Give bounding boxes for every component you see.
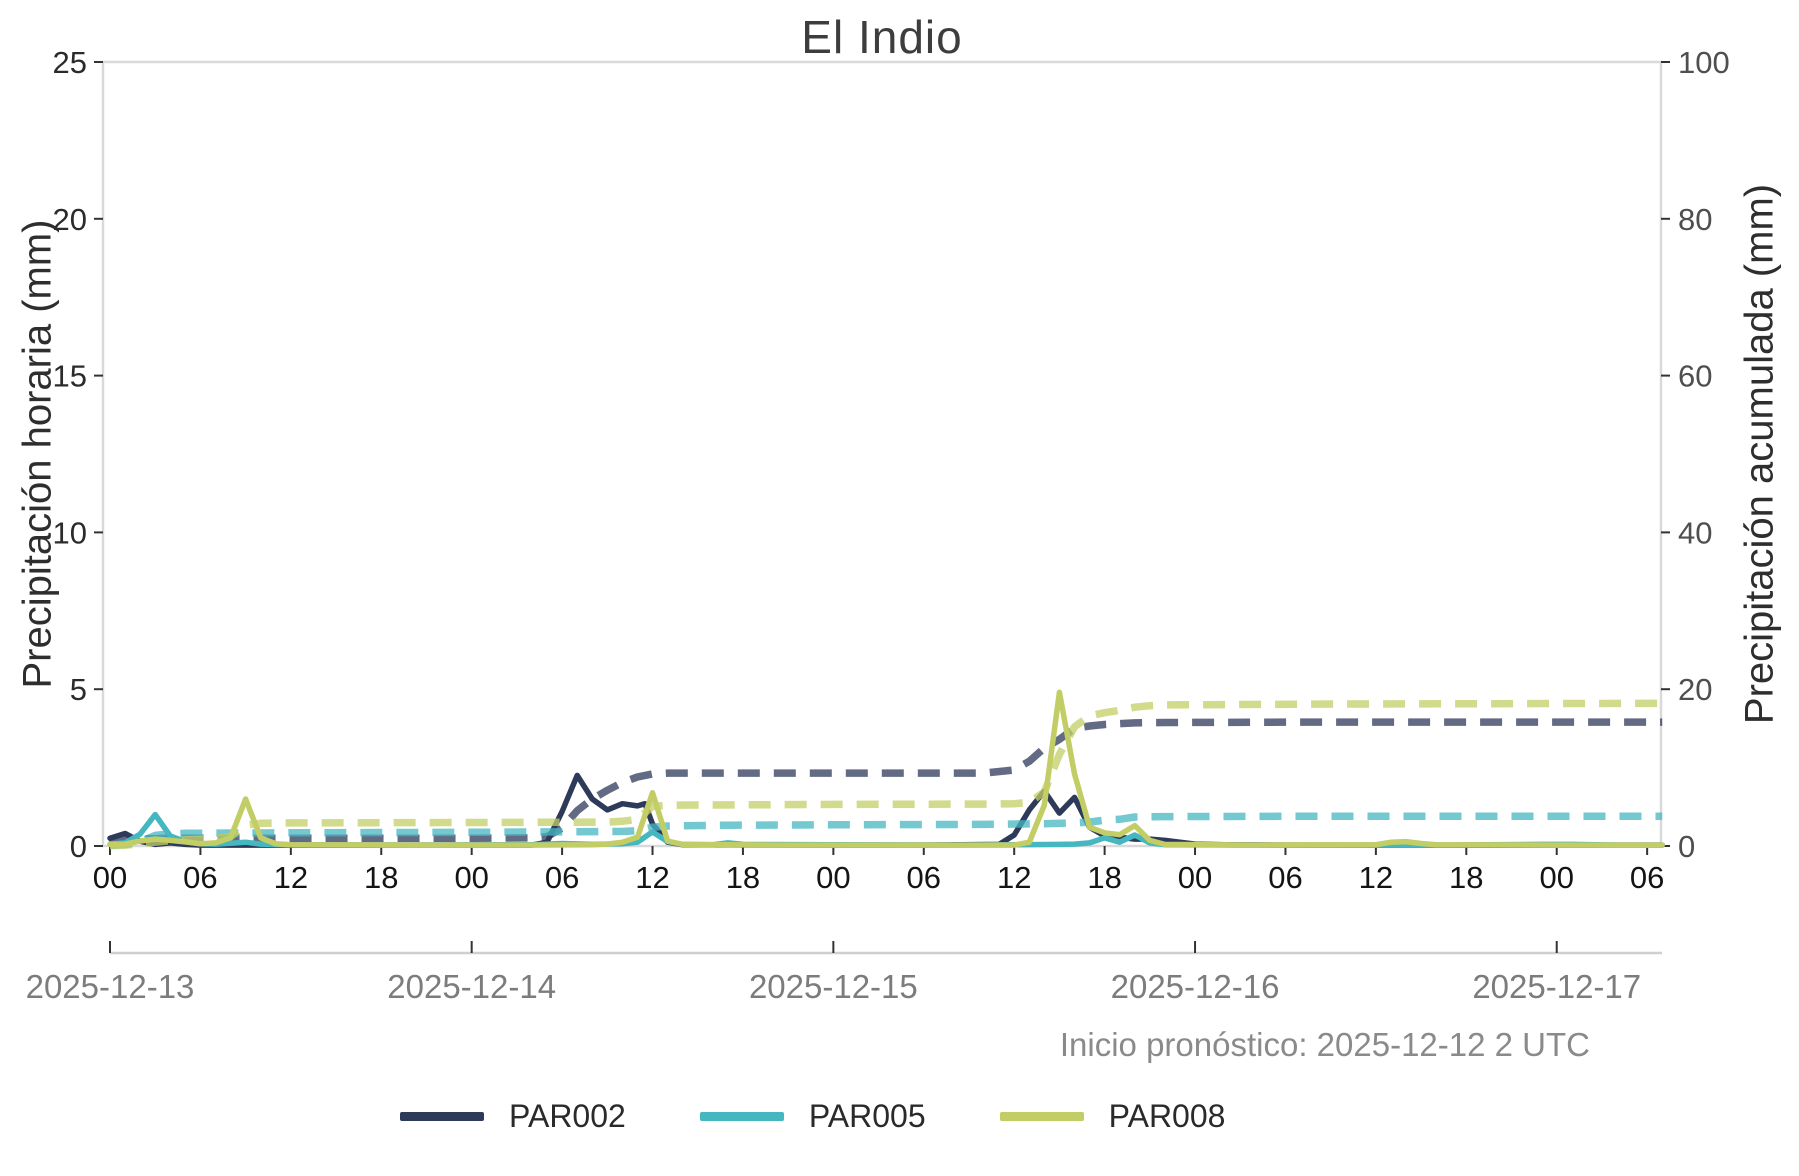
left-axis-label: Precipitación horaria (mm)	[15, 219, 60, 689]
plot-border	[101, 60, 1663, 848]
series-par008-horaria	[107, 689, 1665, 848]
series-par008-acumulada	[109, 699, 1663, 850]
chart-legend: PAR002 PAR005 PAR008	[400, 1098, 1225, 1135]
x-hour-tick-label: 12	[274, 860, 308, 895]
legend-label-par002: PAR002	[509, 1098, 626, 1134]
y-left-tick-label: 10	[53, 515, 87, 550]
y-right-tick-label: 100	[1678, 45, 1730, 80]
x-hour-tick-label: 18	[726, 860, 760, 895]
date-tick-label: 2025-12-16	[1111, 968, 1280, 1005]
x-hour-tick-label: 00	[1539, 860, 1573, 895]
x-hour-tick-label: 12	[635, 860, 669, 895]
legend-swatch-par005	[699, 1112, 784, 1121]
x-hour-tick-label: 18	[1449, 860, 1483, 895]
y-left-tick-label: 25	[53, 45, 87, 80]
forecast-start-annotation: Inicio pronóstico: 2025-12-12 2 UTC	[1059, 1026, 1590, 1063]
y-right-tick-label: 60	[1678, 359, 1712, 394]
series-par002-acumulada	[109, 718, 1663, 848]
legend-item-par005: PAR005	[699, 1098, 926, 1135]
right-axis-label: Precipitación acumulada (mm)	[1737, 183, 1782, 725]
legend-label-par005: PAR005	[808, 1098, 926, 1134]
y-left-tick-label: 0	[70, 829, 87, 864]
x-hour-tick-label: 12	[997, 860, 1031, 895]
legend-label-par008: PAR008	[1108, 1098, 1226, 1134]
y-right-tick-label: 0	[1678, 829, 1695, 864]
x-hour-tick-label: 06	[907, 860, 941, 895]
x-hour-tick-label: 06	[545, 860, 579, 895]
x-hour-tick-label: 00	[93, 860, 127, 895]
x-hour-tick-label: 06	[183, 860, 217, 895]
y-left-tick-label: 20	[53, 202, 87, 237]
x-hour-tick-label: 06	[1630, 860, 1664, 895]
x-hour-tick-label: 00	[1178, 860, 1212, 895]
y-left-tick-label: 5	[70, 672, 87, 707]
x-hour-tick-label: 18	[1087, 860, 1121, 895]
y-left-tick-label: 15	[53, 359, 87, 394]
chart-title: El Indio	[801, 11, 963, 63]
x-hour-tick-label: 06	[1268, 860, 1302, 895]
x-hour-tick-label: 18	[364, 860, 398, 895]
legend-item-par002: PAR002	[400, 1098, 626, 1135]
x-hour-tick-label: 00	[454, 860, 488, 895]
y-right-tick-label: 40	[1678, 515, 1712, 550]
legend-item-par008: PAR008	[999, 1098, 1226, 1135]
date-tick-label: 2025-12-17	[1472, 968, 1641, 1005]
date-tick-label: 2025-12-14	[387, 968, 556, 1005]
x-hour-tick-label: 00	[816, 860, 850, 895]
series-par005-acumulada	[109, 812, 1663, 850]
date-tick-label: 2025-12-15	[749, 968, 918, 1005]
legend-swatch-par008	[999, 1112, 1084, 1121]
y-right-tick-label: 20	[1678, 672, 1712, 707]
x-hour-tick-label: 12	[1359, 860, 1393, 895]
date-tick-label: 2025-12-13	[26, 968, 195, 1005]
y-right-tick-label: 80	[1678, 202, 1712, 237]
legend-swatch-par002	[400, 1112, 484, 1121]
